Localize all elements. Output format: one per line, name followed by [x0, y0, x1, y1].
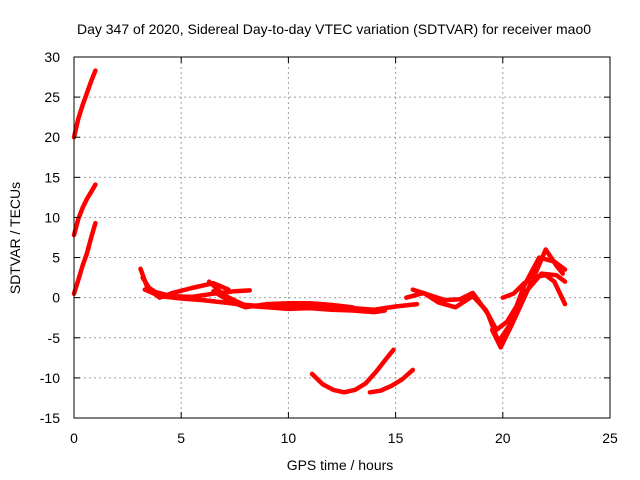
series-arc-12	[500, 272, 568, 307]
x-tick-label: 15	[388, 430, 404, 446]
x-tick-label: 5	[177, 430, 185, 446]
y-tick-label: 0	[52, 290, 60, 306]
data-series	[71, 68, 568, 395]
chart-title: Day 347 of 2020, Sidereal Day-to-day VTE…	[77, 21, 591, 37]
series-arc-14	[367, 367, 416, 395]
y-tick-label: 25	[44, 89, 60, 105]
series-arc-3	[71, 220, 98, 296]
series-arc-1	[71, 68, 98, 140]
series-arc-13	[309, 347, 396, 395]
y-tick-label: 20	[44, 129, 60, 145]
axis-ticks: 0 5 10 15 20 25 -15 -10 -5 0 5 10 15 20 25 30	[40, 49, 618, 446]
grid-lines	[74, 57, 610, 418]
y-tick-label: -15	[40, 410, 60, 426]
y-tick-label: 5	[52, 250, 60, 266]
y-axis-label: SDTVAR / TECUs	[7, 182, 23, 294]
series-arc-7	[206, 279, 388, 315]
series-arc-8	[211, 288, 355, 310]
y-tick-label: -10	[40, 370, 60, 386]
series-arc-11	[489, 247, 566, 350]
x-tick-label: 25	[602, 430, 618, 446]
x-axis-label: GPS time / hours	[287, 457, 394, 473]
x-tick-label: 20	[495, 430, 511, 446]
y-tick-label: -5	[48, 330, 61, 346]
y-tick-label: 10	[44, 209, 60, 225]
x-tick-label: 0	[70, 430, 78, 446]
x-tick-label: 10	[281, 430, 297, 446]
y-tick-label: 30	[44, 49, 60, 65]
y-tick-label: 15	[44, 169, 60, 185]
series-arc-9	[404, 271, 568, 333]
plot-frame	[73, 56, 611, 419]
series-arc-2	[71, 182, 98, 238]
